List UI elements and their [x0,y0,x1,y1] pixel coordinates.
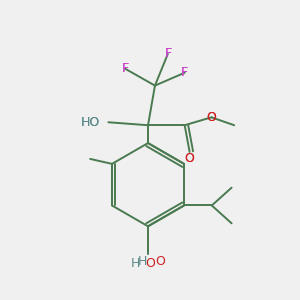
Text: F: F [164,47,171,60]
Text: O: O [185,152,195,165]
Text: O: O [206,111,216,124]
Text: O: O [185,152,195,165]
Text: O: O [155,256,165,268]
Text: HO: HO [81,116,101,129]
Text: HO: HO [81,116,101,129]
Text: H: H [137,256,147,268]
Text: F: F [181,66,188,79]
Text: F: F [181,66,188,79]
Text: O: O [145,257,155,270]
Text: O: O [206,111,216,124]
Text: F: F [164,47,171,60]
Text: F: F [122,62,129,75]
Text: F: F [122,62,129,75]
Text: H: H [131,257,140,270]
